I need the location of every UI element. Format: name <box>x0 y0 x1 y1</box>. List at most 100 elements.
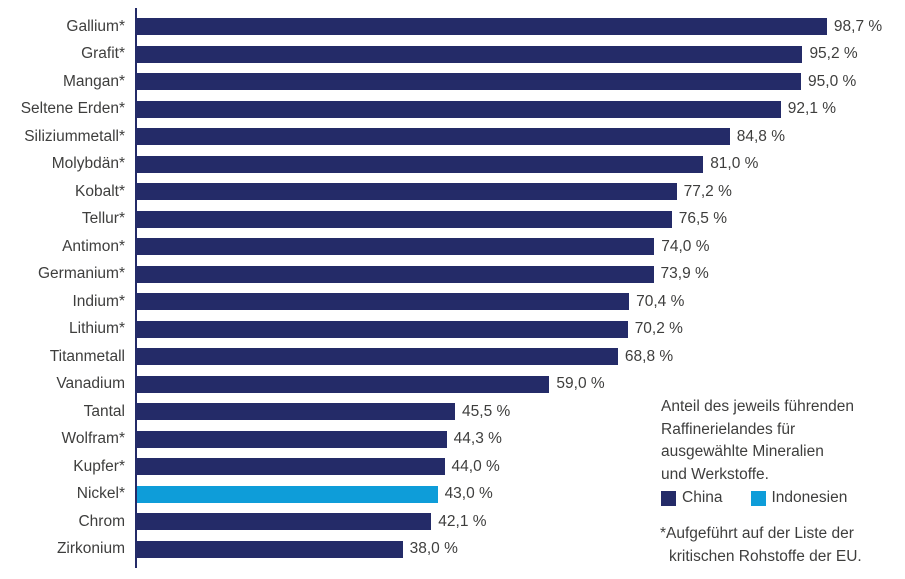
category-label: Wolfram* <box>61 430 125 448</box>
chart-row: Kobalt* 77,2 % <box>0 178 905 206</box>
bar <box>137 18 827 36</box>
category-label: Antimon* <box>62 237 125 255</box>
bar <box>137 540 403 558</box>
chart-row: Lithium* 70,2 % <box>0 316 905 344</box>
category-label: Seltene Erden* <box>20 100 125 118</box>
bar <box>137 348 618 366</box>
value-label: 77,2 % <box>683 182 732 200</box>
bar <box>137 45 803 63</box>
y-axis-line <box>135 8 137 568</box>
chart-row: Germanium* 73,9 % <box>0 261 905 289</box>
chart-row: Molybdän* 81,0 % <box>0 151 905 179</box>
chart-row: Indium* 70,4 % <box>0 288 905 316</box>
value-label: 95,2 % <box>809 45 858 63</box>
bar-track: 95,2 % <box>137 45 858 63</box>
legend-label-indonesien: Indonesien <box>771 489 848 506</box>
bar-track: 43,0 % <box>137 485 493 503</box>
bar <box>137 265 654 283</box>
chart-row: Kupfer* 44,0 % <box>0 453 905 481</box>
bar <box>137 155 704 173</box>
bar <box>137 375 550 393</box>
chart-rows: Gallium* 98,7 % Grafit* 95,2 % Mangan* 95,0 %… <box>0 13 905 563</box>
bar <box>137 100 781 118</box>
bar-track: 44,0 % <box>137 458 500 476</box>
bar <box>137 403 456 421</box>
bar-track: 70,4 % <box>137 293 684 311</box>
value-label: 59,0 % <box>556 375 605 393</box>
bar-track: 92,1 % <box>137 100 836 118</box>
bar <box>137 73 802 91</box>
bar-track: 59,0 % <box>137 375 605 393</box>
bar-track: 68,8 % <box>137 348 673 366</box>
bar-track: 70,2 % <box>137 320 683 338</box>
chart-row: Wolfram* 44,3 % <box>0 426 905 454</box>
bar-track: 38,0 % <box>137 540 458 558</box>
chart-row: Seltene Erden* 92,1 % <box>0 96 905 124</box>
bar-track: 42,1 % <box>137 513 487 531</box>
bar <box>137 458 445 476</box>
value-label: 76,5 % <box>678 210 727 228</box>
bar <box>137 320 628 338</box>
value-label: 84,8 % <box>736 127 786 145</box>
chart-row: Mangan* 95,0 % <box>0 68 905 96</box>
value-label: 45,5 % <box>462 402 511 420</box>
bar-track: 81,0 % <box>137 155 758 173</box>
bar-track: 74,0 % <box>137 238 710 256</box>
category-label: Molybdän* <box>51 155 125 173</box>
value-label: 95,0 % <box>808 72 857 90</box>
category-label: Titanmetall <box>49 347 125 365</box>
value-label: 44,3 % <box>453 430 502 448</box>
bar <box>137 238 655 256</box>
bar-track: 98,7 % <box>137 18 882 36</box>
indonesien-swatch-icon <box>750 490 766 506</box>
bar-track: 73,9 % <box>137 265 709 283</box>
legend-item-china: China <box>661 489 723 507</box>
bar <box>137 210 672 228</box>
value-label: 98,7 % <box>833 17 883 35</box>
legend-label-china: China <box>682 489 723 506</box>
category-label: Germanium* <box>38 265 125 283</box>
category-label: Mangan* <box>62 72 125 90</box>
category-label: Vanadium <box>56 375 125 393</box>
bar <box>137 293 630 311</box>
category-label: Grafit* <box>81 45 125 63</box>
chart-row: Zirkonium 38,0 % <box>0 536 905 564</box>
chart-row: Tellur* 76,5 % <box>0 206 905 234</box>
bar <box>137 513 432 531</box>
value-label: 73,9 % <box>660 265 709 283</box>
category-label: Siliziummetall* <box>24 127 125 145</box>
category-label: Indium* <box>72 292 125 310</box>
bar <box>137 485 438 503</box>
category-label: Chrom <box>78 512 125 530</box>
bar-track: 84,8 % <box>137 128 785 146</box>
legend-item-indonesien: Indonesien <box>750 489 848 507</box>
value-label: 43,0 % <box>444 485 493 503</box>
chart-row: Tantal 45,5 % <box>0 398 905 426</box>
category-label: Lithium* <box>69 320 125 338</box>
bar-track: 45,5 % <box>137 403 510 421</box>
value-label: 92,1 % <box>787 100 837 118</box>
chart-row: Grafit* 95,2 % <box>0 41 905 69</box>
value-label: 70,4 % <box>636 292 685 310</box>
value-label: 38,0 % <box>409 540 458 558</box>
value-label: 44,0 % <box>451 457 500 475</box>
value-label: 81,0 % <box>710 155 759 173</box>
footnote: *Aufgeführt auf der Liste der kritischen… <box>660 525 862 565</box>
chart-row: Chrom 42,1 % <box>0 508 905 536</box>
bar-track: 44,3 % <box>137 430 502 448</box>
bar-track: 76,5 % <box>137 210 727 228</box>
chart-row: Nickel* 43,0 % <box>0 481 905 509</box>
bar-track: 77,2 % <box>137 183 732 201</box>
value-label: 74,0 % <box>661 237 710 255</box>
chart-row: Vanadium 59,0 % <box>0 371 905 399</box>
category-label: Gallium* <box>66 17 125 35</box>
chart-row: Siliziummetall* 84,8 % <box>0 123 905 151</box>
category-label: Tellur* <box>81 210 125 228</box>
chart-row: Titanmetall 68,8 % <box>0 343 905 371</box>
bar <box>137 128 730 146</box>
category-label: Kupfer* <box>73 457 125 475</box>
chart-row: Antimon* 74,0 % <box>0 233 905 261</box>
category-label: Zirkonium <box>56 540 125 558</box>
category-label: Tantal <box>83 402 125 420</box>
